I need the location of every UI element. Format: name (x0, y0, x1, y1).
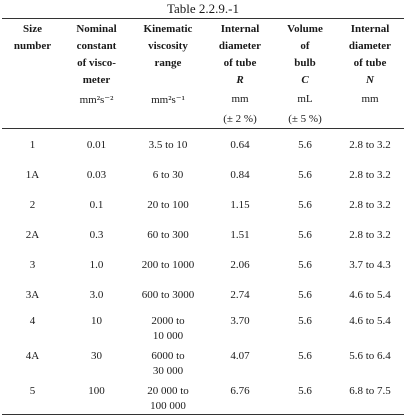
cell-diameter-r: 0.84 (230, 169, 250, 181)
cell-volume: 5.6 (298, 199, 312, 211)
cell-diameter-n: 4.6 to 5.4 (349, 289, 391, 301)
cell-size: 2A (25, 229, 40, 241)
cell-constant: 0.03 (86, 169, 107, 181)
cell-size: 1A (25, 169, 40, 181)
header-symbol: N (366, 74, 374, 86)
table-row: 3A 3.0 600 to 3000 2.74 5.6 4.6 to 5.4 (2, 279, 404, 309)
unit-diameter-n: mm (361, 93, 379, 105)
cell-diameter-r: 3.70 (230, 315, 250, 327)
cell-volume: 5.6 (298, 169, 312, 181)
cell-range: 6000 to 30 000 (151, 350, 185, 377)
cell-size: 1 (29, 139, 36, 151)
cell-diameter-r: 0.64 (230, 139, 250, 151)
cell-range: 20 000 to 100 000 (130, 379, 206, 415)
cell-volume: 5.6 (298, 315, 312, 327)
cell-range: 20 to 100 (147, 199, 189, 211)
cell-diameter-r: 1.15 (230, 199, 250, 211)
header-row: Size number Nominal constant of visco-meter… (2, 18, 404, 89)
cell-diameter-r: 6.76 (206, 379, 274, 415)
tol-size (2, 109, 63, 129)
cell-volume: 5.6 (298, 350, 312, 362)
cell-volume: 5.6 (298, 289, 312, 301)
cell-size: 4A (25, 350, 40, 362)
cell-range: 3.5 to 10 (148, 139, 188, 151)
cell-constant: 100 (63, 379, 130, 415)
table-row: 2A 0.3 60 to 300 1.51 5.6 2.8 to 3.2 (2, 219, 404, 249)
header-bulb-volume: Volume of bulb C (274, 18, 336, 89)
cell-diameter-n: 2.8 to 3.2 (349, 229, 391, 241)
table-row: 1A 0.03 6 to 30 0.84 5.6 2.8 to 3.2 (2, 159, 404, 189)
cell-size: 5 (2, 379, 63, 415)
table-row: 1 0.01 3.5 to 10 0.64 5.6 2.8 to 3.2 (2, 129, 404, 160)
header-diameter-r: Internal diameter of tube R (206, 18, 274, 89)
header-viscosity-range: Kinematic viscosity range (130, 18, 206, 89)
unit-diameter-r: mm (231, 93, 249, 105)
cell-constant: 1.0 (89, 259, 104, 271)
cell-size: 4 (29, 315, 36, 327)
cell-diameter-r: 2.74 (230, 289, 250, 301)
cell-constant: 30 (91, 350, 102, 362)
table-caption: Table 2.2.9.-1 (166, 1, 239, 16)
cell-volume: 5.6 (274, 379, 336, 415)
tol-diameter-r: (± 2 %) (206, 109, 274, 129)
table-row: 2 0.1 20 to 100 1.15 5.6 2.8 to 3.2 (2, 189, 404, 219)
cell-range: 2000 to 10 000 (151, 315, 185, 342)
tol-range (130, 109, 206, 129)
table-row: 4 10 2000 to 10 000 3.70 5.6 4.6 to 5.4 (2, 309, 404, 344)
cell-diameter-n: 3.7 to 4.3 (349, 259, 391, 271)
tol-volume: (± 5 %) (274, 109, 336, 129)
cell-size: 2 (29, 199, 36, 211)
header-symbol: R (236, 74, 244, 86)
cell-diameter-r: 1.51 (230, 229, 250, 241)
cell-diameter-n: 5.6 to 6.4 (349, 350, 391, 362)
tol-constant (63, 109, 130, 129)
cell-constant: 10 (91, 315, 102, 327)
cell-diameter-n: 4.6 to 5.4 (349, 315, 391, 327)
unit-volume: mL (297, 93, 313, 105)
units-row: mm²s⁻² mm²s⁻¹ mm mL mm (2, 89, 404, 109)
cell-constant: 0.01 (86, 139, 107, 151)
cell-diameter-r: 4.07 (230, 350, 250, 362)
cell-range: 60 to 300 (147, 229, 189, 241)
header-nominal-constant: Nominal constant of visco-meter (63, 18, 130, 89)
header-diameter-n: Internal diameter of tube N (336, 18, 404, 89)
unit-size (2, 89, 63, 109)
cell-constant: 3.0 (89, 289, 104, 301)
table-row: 3 1.0 200 to 1000 2.06 5.6 3.7 to 4.3 (2, 249, 404, 279)
cell-diameter-r: 2.06 (230, 259, 250, 271)
table-row: 5 100 20 000 to 100 000 6.76 5.6 6.8 to 7.5 (2, 379, 404, 415)
cell-range: 6 to 30 (152, 169, 184, 181)
viscometer-table: Size number Nominal constant of visco-meter… (2, 18, 404, 415)
header-size-number: Size number (2, 18, 63, 89)
cell-volume: 5.6 (298, 139, 312, 151)
cell-diameter-n: 2.8 to 3.2 (349, 139, 391, 151)
cell-constant: 0.1 (89, 199, 104, 211)
cell-diameter-n: 2.8 to 3.2 (349, 199, 391, 211)
cell-constant: 0.3 (89, 229, 104, 241)
tolerance-row: (± 2 %) (± 5 %) (2, 109, 404, 129)
cell-range: 200 to 1000 (141, 259, 195, 271)
cell-volume: 5.6 (298, 259, 312, 271)
cell-range: 600 to 3000 (141, 289, 195, 301)
table-row: 4A 30 6000 to 30 000 4.07 5.6 5.6 to 6.4 (2, 344, 404, 379)
unit-constant: mm²s⁻² (79, 93, 114, 106)
cell-diameter-n: 2.8 to 3.2 (349, 169, 391, 181)
unit-range: mm²s⁻¹ (151, 93, 185, 106)
cell-size: 3A (25, 289, 40, 301)
cell-diameter-n: 6.8 to 7.5 (336, 379, 404, 415)
tol-diameter-n (336, 109, 404, 129)
cell-volume: 5.6 (298, 229, 312, 241)
cell-size: 3 (29, 259, 36, 271)
header-symbol: C (301, 74, 309, 86)
